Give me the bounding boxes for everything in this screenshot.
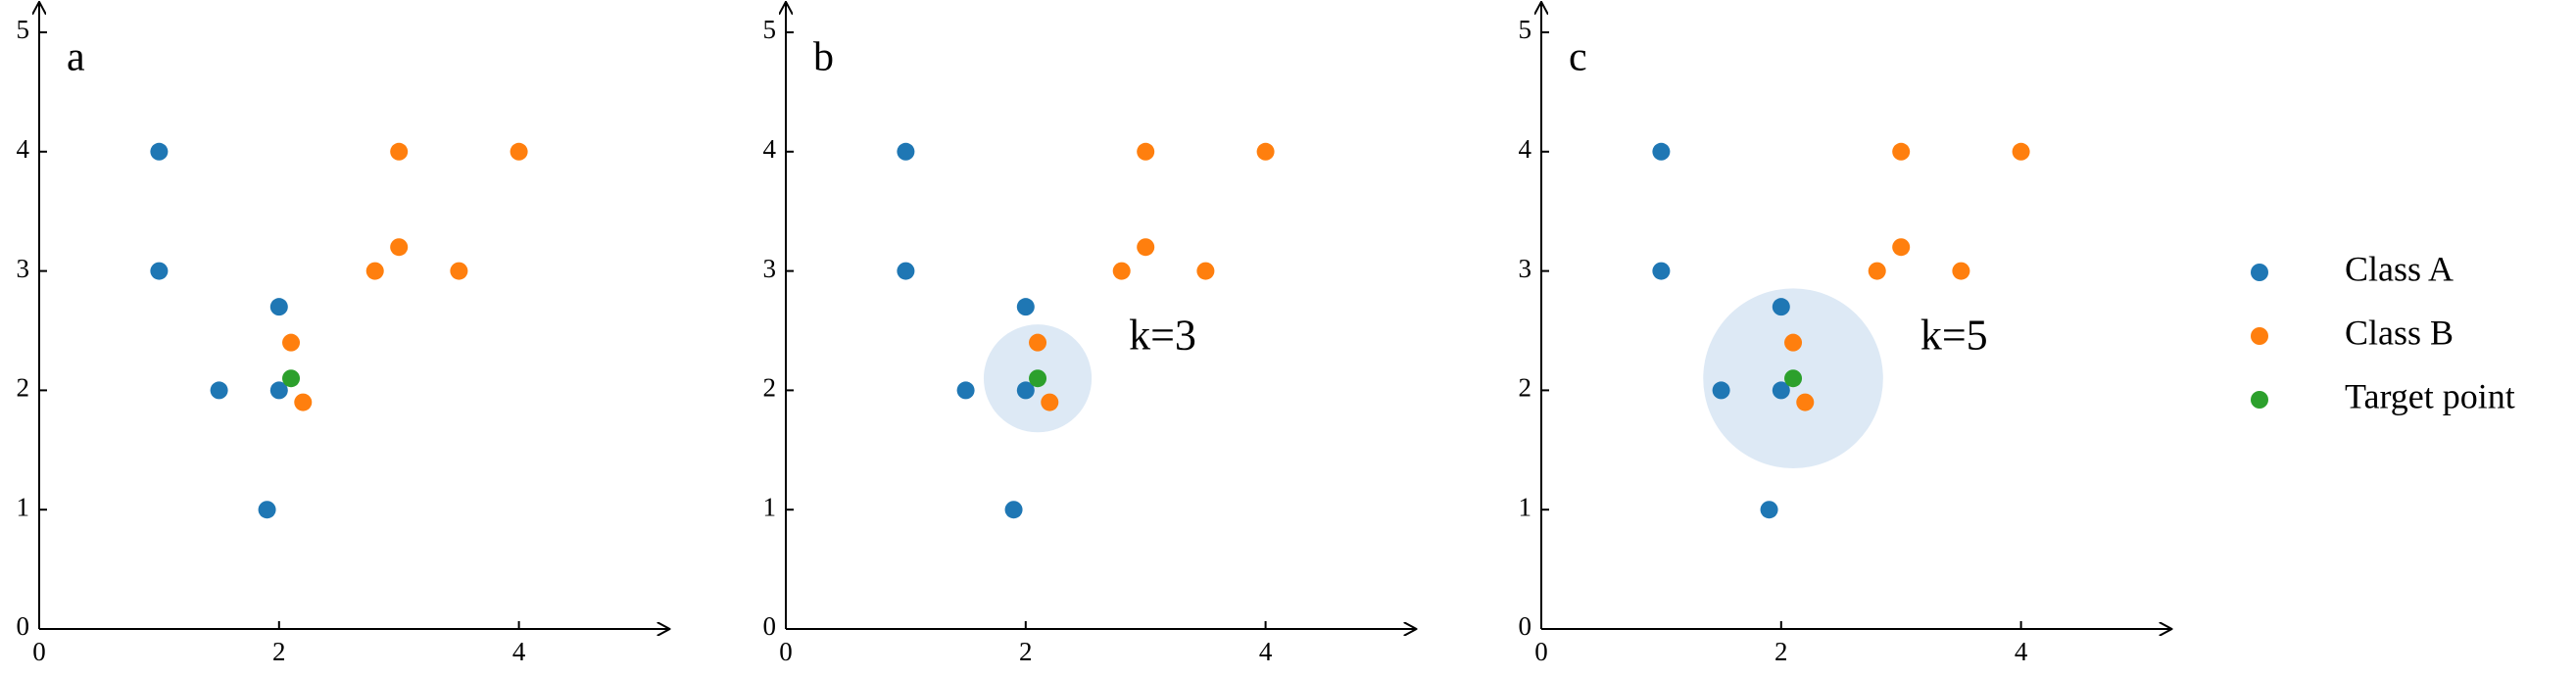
x-tick-label: 0 xyxy=(32,637,46,666)
point xyxy=(1868,262,1886,280)
point xyxy=(1796,393,1815,411)
point xyxy=(1137,142,1155,161)
panel-label: a xyxy=(67,35,85,80)
point xyxy=(510,142,528,161)
point xyxy=(1712,381,1730,400)
legend-marker xyxy=(2251,264,2268,281)
point xyxy=(258,501,276,519)
point xyxy=(1029,369,1047,388)
legend-marker xyxy=(2251,327,2268,345)
point xyxy=(1196,262,1215,280)
point xyxy=(269,381,288,400)
y-tick-label: 5 xyxy=(763,15,777,44)
y-tick-label: 0 xyxy=(1519,611,1532,641)
y-tick-label: 3 xyxy=(1519,254,1532,283)
point xyxy=(1652,262,1671,280)
x-tick-label: 0 xyxy=(1534,637,1548,666)
point xyxy=(1772,298,1790,316)
point xyxy=(210,381,228,400)
point xyxy=(150,142,169,161)
point xyxy=(282,333,301,352)
y-tick-label: 0 xyxy=(17,611,30,641)
point xyxy=(897,142,915,161)
panel-label: c xyxy=(1569,35,1587,80)
point xyxy=(294,393,313,411)
legend-marker xyxy=(2251,391,2268,409)
point xyxy=(1112,262,1131,280)
point xyxy=(1952,262,1970,280)
legend-label: Class A xyxy=(2345,249,2454,288)
y-tick-label: 4 xyxy=(1519,134,1532,164)
point xyxy=(1772,381,1790,400)
point xyxy=(390,142,409,161)
point xyxy=(1016,298,1035,316)
x-tick-label: 2 xyxy=(1019,637,1033,666)
y-tick-label: 1 xyxy=(763,492,777,521)
annotation: k=3 xyxy=(1129,311,1196,359)
point xyxy=(269,298,288,316)
x-tick-label: 4 xyxy=(1259,637,1273,666)
y-tick-label: 0 xyxy=(763,611,777,641)
point xyxy=(282,369,301,388)
point xyxy=(150,262,169,280)
legend-label: Target point xyxy=(2345,376,2515,415)
point xyxy=(390,238,409,257)
y-tick-label: 2 xyxy=(763,373,777,403)
point xyxy=(450,262,468,280)
point xyxy=(956,381,975,400)
panel-label: b xyxy=(813,35,834,80)
point xyxy=(1652,142,1671,161)
point xyxy=(1256,142,1275,161)
x-tick-label: 4 xyxy=(2015,637,2028,666)
y-tick-label: 3 xyxy=(17,254,30,283)
point xyxy=(2012,142,2030,161)
point xyxy=(1016,381,1035,400)
point xyxy=(1892,238,1911,257)
y-tick-label: 1 xyxy=(1519,492,1532,521)
y-tick-label: 3 xyxy=(763,254,777,283)
legend-label: Class B xyxy=(2345,313,2454,352)
point xyxy=(1137,238,1155,257)
point xyxy=(1892,142,1911,161)
y-tick-label: 4 xyxy=(763,134,777,164)
point xyxy=(1784,333,1803,352)
y-tick-label: 2 xyxy=(17,373,30,403)
y-tick-label: 5 xyxy=(1519,15,1532,44)
y-tick-label: 4 xyxy=(17,134,30,164)
y-tick-label: 5 xyxy=(17,15,30,44)
point xyxy=(1760,501,1778,519)
x-tick-label: 2 xyxy=(272,637,286,666)
point xyxy=(1004,501,1023,519)
y-tick-label: 2 xyxy=(1519,373,1532,403)
point xyxy=(1029,333,1047,352)
point xyxy=(1041,393,1059,411)
x-tick-label: 2 xyxy=(1774,637,1788,666)
x-tick-label: 0 xyxy=(779,637,793,666)
point xyxy=(897,262,915,280)
y-tick-label: 1 xyxy=(17,492,30,521)
point xyxy=(1784,369,1803,388)
annotation: k=5 xyxy=(1920,311,1988,359)
x-tick-label: 4 xyxy=(512,637,526,666)
point xyxy=(365,262,384,280)
